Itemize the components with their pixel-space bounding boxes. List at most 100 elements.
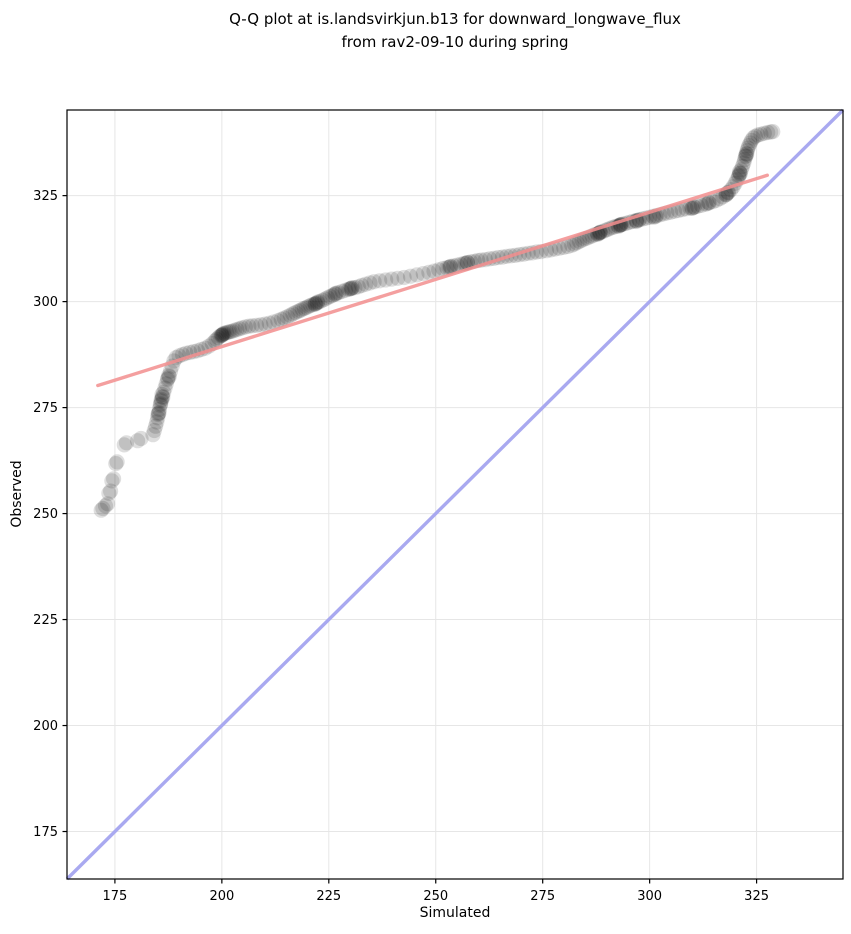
- scatter-point: [301, 298, 317, 314]
- x-tick-label: 225: [316, 889, 341, 904]
- scatter-point: [415, 266, 431, 282]
- scatter-point: [737, 149, 754, 165]
- chart-title: Q-Q plot at is.landsvirkjun.b13 for down…: [67, 8, 843, 54]
- scatter-point: [294, 301, 310, 317]
- scatter-point: [421, 264, 437, 280]
- scatter-point: [734, 158, 751, 174]
- scatter-point: [93, 502, 109, 518]
- scatter-point: [402, 268, 419, 284]
- scatter-point: [442, 259, 458, 275]
- scatter-point: [305, 297, 321, 313]
- scatter-point: [215, 326, 231, 342]
- scatter-point: [116, 437, 132, 453]
- scatter-point: [687, 199, 703, 215]
- scatter-point: [556, 239, 572, 255]
- scatter-point: [358, 276, 374, 292]
- scatter-point: [145, 427, 161, 443]
- scatter-point: [212, 328, 228, 344]
- scatter-point: [266, 314, 282, 330]
- scatter-point: [743, 132, 760, 149]
- scatter-point: [384, 271, 400, 287]
- scatter-point: [150, 406, 166, 422]
- scatter-point: [327, 286, 343, 302]
- scatter-point: [712, 191, 728, 207]
- scatter-point: [738, 146, 754, 162]
- scatter-point: [156, 384, 172, 400]
- scatter-point: [343, 280, 360, 297]
- scatter-point: [296, 300, 312, 316]
- chart-title-line1: Q-Q plot at is.landsvirkjun.b13 for down…: [229, 10, 681, 28]
- scatter-point: [161, 369, 177, 385]
- y-tick-label: 175: [33, 825, 58, 840]
- scatter-point: [426, 263, 442, 279]
- scatter-point: [739, 143, 755, 159]
- scatter-point: [307, 296, 323, 312]
- scatter-point: [740, 140, 756, 156]
- scatter-point: [443, 258, 459, 274]
- scatter-point: [684, 200, 700, 216]
- scatter-point: [439, 260, 455, 276]
- scatter-point: [209, 331, 225, 347]
- scatter-point: [285, 306, 301, 322]
- scatter-point: [690, 198, 706, 214]
- scatter-point: [431, 262, 447, 278]
- scatter-point: [569, 235, 585, 251]
- scatter-point: [378, 272, 394, 288]
- scatter-point: [157, 380, 173, 396]
- scatter-point: [151, 401, 167, 417]
- scatter-point: [152, 397, 168, 413]
- scatter-point: [303, 297, 319, 313]
- scatter-point: [133, 430, 149, 447]
- scatter-point: [699, 196, 715, 212]
- scatter-point: [453, 256, 469, 272]
- scatter-point: [244, 318, 260, 334]
- scatter-point: [750, 127, 766, 143]
- scatter-point: [396, 269, 412, 286]
- scatter-point: [566, 236, 583, 252]
- scatter-point: [738, 148, 754, 164]
- scatter-point: [674, 202, 690, 218]
- scatter-point: [708, 192, 725, 208]
- scatter-point: [344, 280, 360, 296]
- scatter-point: [312, 294, 328, 310]
- scatter-point: [237, 319, 253, 335]
- scatter-point: [308, 295, 324, 311]
- scatter-point: [299, 299, 315, 316]
- scatter-point: [753, 126, 769, 142]
- x-tick-label: 175: [102, 889, 127, 904]
- y-axis-label: Observed: [9, 460, 25, 528]
- scatter-point: [456, 255, 472, 272]
- scatter-point: [210, 330, 226, 346]
- scatter-point: [310, 294, 326, 310]
- scatter-point: [253, 317, 269, 333]
- y-tick-label: 200: [33, 719, 58, 734]
- scatter-point: [328, 286, 344, 302]
- scatter-point: [207, 333, 223, 349]
- scatter-point: [319, 290, 336, 306]
- scatter-point: [670, 202, 686, 219]
- scatter-point: [153, 393, 169, 409]
- scatter-point: [154, 386, 170, 403]
- scatter-point: [325, 287, 341, 303]
- scatter-point: [350, 279, 366, 295]
- scatter-point: [435, 260, 451, 277]
- scatter-point: [241, 318, 257, 334]
- scatter-point: [214, 327, 230, 343]
- scatter-point: [130, 433, 146, 449]
- plot-border: [66, 109, 844, 880]
- scatter-point: [151, 405, 167, 421]
- scatter-point: [317, 291, 333, 307]
- scatter-point: [161, 367, 177, 383]
- scatter-point: [337, 282, 354, 298]
- scatter-point: [756, 125, 772, 141]
- scatter-point: [701, 195, 717, 211]
- scatter-point: [155, 389, 171, 405]
- scatter-point: [693, 197, 710, 213]
- fit-line: [96, 173, 769, 388]
- scatter-point: [449, 257, 465, 273]
- scatter-point: [100, 496, 116, 512]
- scatter-point: [459, 255, 475, 271]
- scatter-point: [715, 189, 731, 205]
